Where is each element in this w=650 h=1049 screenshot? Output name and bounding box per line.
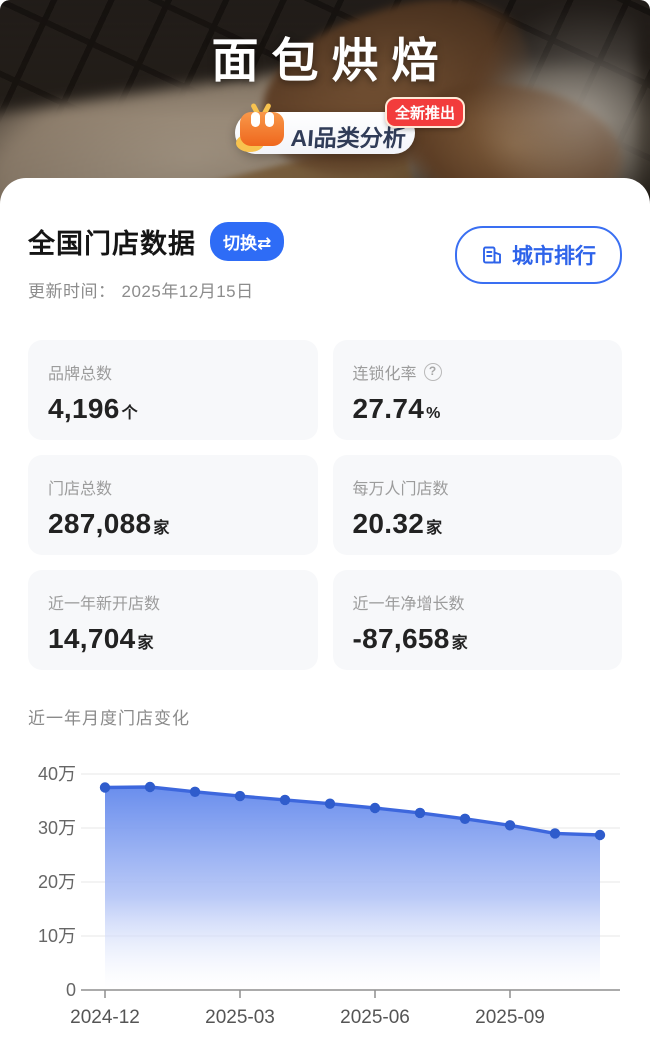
help-icon[interactable]: ? xyxy=(423,363,442,381)
svg-text:20万: 20万 xyxy=(38,872,76,892)
stat-card-brand-total: 品牌总数 4,196 个 xyxy=(28,340,318,440)
stat-value: -87,658 家 xyxy=(352,623,468,654)
stat-value: 4,196 个 xyxy=(48,393,138,424)
stat-label: 门店总数 xyxy=(48,481,113,498)
stats-grid: 品牌总数 4,196 个 连锁化率 ? 27.74% 门店总数 287,088 家 … xyxy=(28,340,622,670)
svg-text:10万: 10万 xyxy=(38,926,76,946)
section-title: 全国门店数据 xyxy=(28,229,196,259)
svg-text:2025-03: 2025-03 xyxy=(205,1007,275,1028)
stat-card-new-stores: 近一年新开店数 14,704 家 xyxy=(28,570,318,670)
svg-text:0: 0 xyxy=(66,980,76,1000)
chart-title: 近一年月度门店变化 xyxy=(28,709,190,728)
page-title: 面包烘焙 xyxy=(211,34,452,87)
svg-text:30万: 30万 xyxy=(38,818,76,838)
city-ranking-button[interactable]: 城市排行 xyxy=(455,226,622,284)
switch-button[interactable]: 切换⇄ xyxy=(210,222,285,261)
stat-label: 连锁化率 xyxy=(352,366,417,383)
monthly-store-area-chart: 0 10万 20万 30万 40万 2024-12 2025-03 2025-06 2025-0… xyxy=(28,737,622,1047)
svg-text:2025-06: 2025-06 xyxy=(340,1007,410,1028)
svg-text:2025-09: 2025-09 xyxy=(475,1007,545,1028)
stat-value: 20.32 家 xyxy=(352,508,443,539)
new-release-tag: 全新推出 xyxy=(384,97,465,128)
stat-value: 287,088 家 xyxy=(48,508,170,539)
stat-card-net-growth: 近一年净增长数 -87,658 家 xyxy=(332,570,622,670)
stat-label: 近一年净增长数 xyxy=(352,596,465,613)
stat-label: 近一年新开店数 xyxy=(48,596,161,613)
building-chart-icon xyxy=(483,246,501,264)
tv-robot-icon xyxy=(236,102,284,152)
update-time: 更新时间： 2025年12月15日 xyxy=(28,282,254,301)
stat-card-chain-rate: 连锁化率 ? 27.74% xyxy=(332,340,622,440)
section-header: 全国门店数据 切换⇄ 城市排行 xyxy=(28,222,622,284)
svg-text:2024-12: 2024-12 xyxy=(70,1007,140,1028)
ai-category-badge[interactable]: AI品类分析 全新推出 xyxy=(235,97,465,154)
stat-label: 品牌总数 xyxy=(48,366,113,383)
svg-text:40万: 40万 xyxy=(38,764,76,784)
stat-card-stores-per-10k: 每万人门店数 20.32 家 xyxy=(332,455,622,555)
stat-value: 27.74% xyxy=(352,393,441,424)
content-sheet: 全国门店数据 切换⇄ 城市排行 更新时间： 2025年12月15日 品牌总数 4,… xyxy=(0,178,650,1049)
stat-value: 14,704 家 xyxy=(48,623,154,654)
stat-card-store-total: 门店总数 287,088 家 xyxy=(28,455,318,555)
stat-label: 每万人门店数 xyxy=(352,481,449,498)
city-ranking-label: 城市排行 xyxy=(512,245,596,268)
